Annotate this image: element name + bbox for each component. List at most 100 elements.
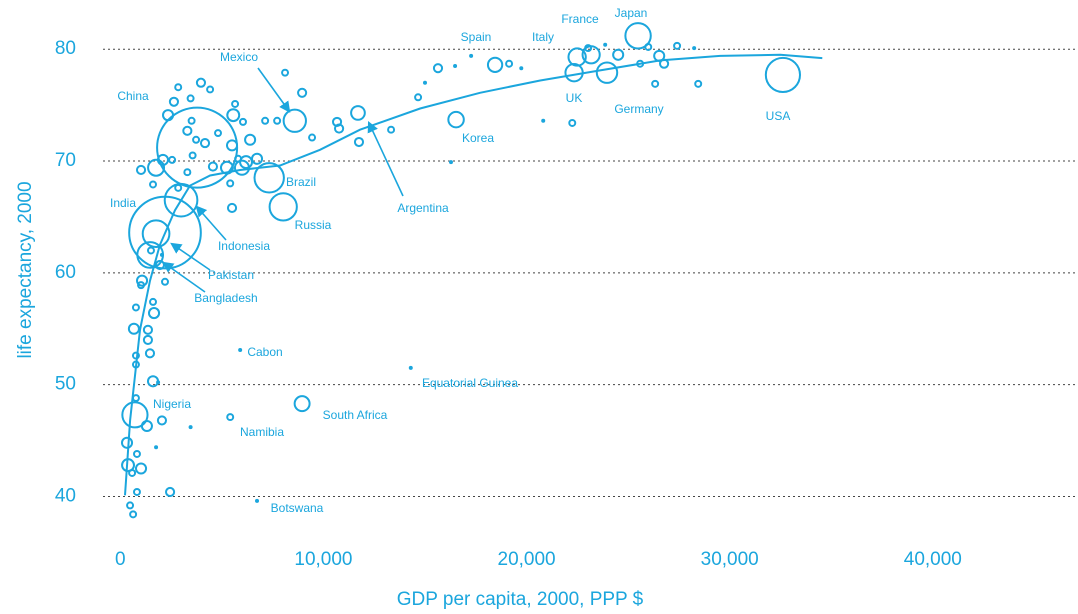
bubble	[142, 334, 154, 345]
point-label: Indonesia	[218, 239, 270, 253]
bubble	[154, 445, 159, 450]
bubble	[568, 119, 577, 127]
bubble	[206, 85, 215, 94]
bubble	[408, 365, 413, 370]
bubble	[132, 449, 141, 458]
bubble	[163, 182, 199, 218]
bubble	[126, 501, 135, 510]
bubble	[134, 462, 148, 475]
bubble	[162, 109, 175, 122]
arrows	[162, 67, 404, 293]
point-label: Equatorial Guinea	[422, 376, 518, 390]
bubble	[250, 152, 264, 165]
y-tick-label: 40	[55, 485, 76, 506]
bubble	[182, 125, 193, 136]
bubble	[469, 53, 474, 58]
bubble	[293, 395, 311, 413]
y-tick-label: 70	[55, 150, 76, 171]
bubble	[183, 168, 192, 177]
bubble	[253, 162, 285, 194]
bubble	[141, 219, 171, 249]
bubble	[147, 158, 166, 177]
y-axis-label: life expectancy, 2000	[15, 181, 36, 358]
bubble	[659, 58, 670, 69]
bubble	[120, 436, 134, 449]
bubble	[636, 59, 645, 68]
point-label: Japan	[615, 6, 648, 20]
bubble	[595, 61, 619, 84]
bubble	[136, 274, 149, 287]
bubble	[387, 125, 396, 134]
bubble	[273, 116, 282, 125]
bubble	[168, 155, 177, 164]
marks	[120, 22, 823, 519]
point-label: Namibia	[240, 425, 284, 439]
bubble	[149, 180, 157, 189]
bubble	[261, 116, 270, 125]
bubble	[238, 347, 243, 352]
bubble	[121, 458, 135, 473]
bubble	[653, 49, 666, 62]
bubble	[186, 94, 195, 103]
x-tick-label: 20,000	[498, 549, 556, 570]
bubble	[214, 129, 222, 138]
bubble	[231, 100, 240, 108]
bubble	[239, 155, 254, 170]
bubble	[297, 87, 308, 98]
point-label: Botswana	[271, 501, 324, 515]
y-tick-label: 50	[55, 374, 76, 395]
bubble	[282, 108, 307, 133]
x-tick-label: 40,000	[904, 549, 962, 570]
bubble	[156, 415, 168, 426]
bubble	[159, 252, 164, 257]
point-label: Italy	[532, 30, 554, 44]
bubble	[255, 498, 260, 503]
point-label: Germany	[614, 102, 663, 116]
bubble	[187, 116, 196, 125]
bubble	[195, 77, 207, 88]
bubble	[239, 117, 247, 126]
bubble	[651, 79, 660, 88]
bubble	[519, 66, 524, 71]
trend-line	[124, 53, 823, 496]
bubble	[147, 307, 161, 320]
point-label: China	[117, 89, 149, 103]
bubble	[226, 108, 241, 123]
point-label: Korea	[462, 131, 494, 145]
bubble	[129, 510, 138, 519]
bubble	[219, 160, 234, 175]
point-label: India	[110, 196, 136, 210]
point-label: France	[561, 12, 599, 26]
bubble	[673, 41, 682, 50]
bubble	[353, 136, 365, 148]
bubble	[564, 63, 584, 83]
bubble	[334, 123, 345, 134]
arrow	[367, 120, 404, 197]
bubble	[308, 133, 317, 142]
bubble	[188, 425, 193, 430]
bubble	[350, 105, 366, 121]
point-label: Brazil	[286, 175, 316, 189]
bubble	[226, 413, 235, 422]
bubble	[149, 297, 157, 306]
arrow	[195, 205, 227, 241]
bubble	[174, 83, 183, 92]
x-tick-label: 10,000	[294, 549, 352, 570]
bubble	[131, 351, 140, 360]
bubble	[192, 135, 201, 144]
point-label: Bangladesh	[194, 291, 257, 305]
bubble	[127, 322, 140, 335]
point-label: Spain	[461, 30, 492, 44]
point-label: Nigeria	[153, 397, 191, 411]
bubble	[694, 79, 703, 88]
bubble	[165, 486, 176, 498]
bubble	[624, 22, 652, 50]
point-label: Russia	[295, 218, 332, 232]
bubble	[161, 277, 169, 286]
bubble	[156, 380, 161, 385]
bubble	[486, 56, 504, 73]
arrow	[162, 261, 206, 293]
bubble	[131, 303, 140, 312]
bubble	[584, 44, 593, 53]
bubble	[131, 360, 140, 369]
